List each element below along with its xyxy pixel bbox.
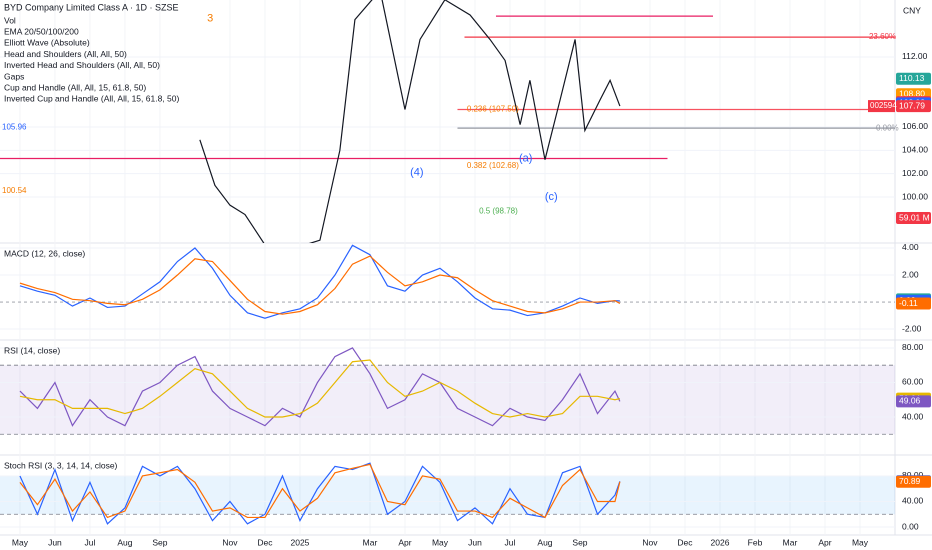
legend-item: EMA 20/50/100/200 <box>4 26 79 36</box>
y-tick-label: 104.00 <box>902 145 928 155</box>
price-tag <box>896 212 931 225</box>
x-tick-label: Aug <box>117 537 132 547</box>
price-tag-label: 108.80 <box>899 89 925 99</box>
price-tag-label: 110.13 <box>899 73 925 83</box>
currency: CNY <box>903 5 921 15</box>
y-tick-label: 112.00 <box>902 51 928 61</box>
y-tick-label: 80.00 <box>902 470 924 480</box>
y-tick-label: 40.00 <box>902 496 924 506</box>
price-tag <box>896 475 931 488</box>
x-tick-label: Nov <box>642 537 658 547</box>
series-line <box>19 347 621 427</box>
y-tick-label: 40.00 <box>902 411 924 421</box>
band-fill <box>0 365 895 435</box>
x-tick-label: Sep <box>572 537 587 547</box>
price-tag-label: 59.01 M <box>899 212 930 222</box>
x-tick-label: Dec <box>257 537 273 547</box>
legend-item: Inverted Cup and Handle (All, All, 15, 6… <box>4 94 179 104</box>
x-tick-label: Apr <box>398 537 411 547</box>
price-tag <box>896 297 931 310</box>
annotation: 0.5 (98.78) <box>479 206 518 215</box>
annotation: 0.236 (107.50) <box>467 105 519 114</box>
x-tick-label: Aug <box>537 537 552 547</box>
annotation: 0.382 (102.68) <box>467 161 519 170</box>
annotation: (c) <box>545 191 558 203</box>
x-tick-label: 2026 <box>711 537 730 547</box>
series-line <box>19 359 621 418</box>
x-tick-label: 2025 <box>291 537 310 547</box>
series-line <box>19 244 620 319</box>
annotation: (a) <box>519 152 532 164</box>
annotation: 105.96 <box>2 123 27 132</box>
legend-item: Vol <box>4 15 16 25</box>
y-tick-label: 4.00 <box>902 242 919 252</box>
price-tag-label: 49.06 <box>899 396 921 406</box>
panel-title: MACD (12, 26, close) <box>4 248 85 258</box>
x-tick-label: Jun <box>48 537 62 547</box>
price-tag-label: 107.79 <box>899 100 925 110</box>
series-line <box>199 0 621 243</box>
band-fill <box>0 475 895 515</box>
y-tick-label: -2.00 <box>902 323 922 333</box>
price-tag <box>896 100 931 113</box>
panel-2 <box>0 347 895 435</box>
annotation: 100.54 <box>2 186 27 195</box>
annotation: 0.00% <box>876 123 899 132</box>
x-tick-label: Apr <box>818 537 831 547</box>
panel-1 <box>0 244 895 330</box>
x-tick-label: Feb <box>748 537 763 547</box>
x-tick-label: Mar <box>783 537 798 547</box>
legend-item: Inverted Head and Shoulders (All, All, 5… <box>4 60 160 70</box>
y-tick-label: 100.00 <box>902 191 928 201</box>
series-line <box>19 462 621 525</box>
panel-3 <box>0 462 895 528</box>
x-tick-label: Nov <box>222 537 238 547</box>
legend-item: Cup and Handle (All, All, 15, 61.8, 50) <box>4 82 146 92</box>
y-tick-label: 0.00 <box>902 521 919 531</box>
price-tag <box>896 72 931 85</box>
legend-item: Elliott Wave (Absolute) <box>4 38 90 48</box>
panel-title: Stoch RSI (3, 3, 14, 14, close) <box>4 460 118 470</box>
price-tag <box>896 395 931 408</box>
price-tag-label: 70.89 <box>899 476 921 486</box>
x-tick-label: Sep <box>152 537 167 547</box>
x-tick-label: Dec <box>677 537 693 547</box>
x-tick-label: May <box>12 537 29 547</box>
chart-title: BYD Company Limited Class A · 1D · SZSE <box>4 2 179 12</box>
series-line <box>19 463 621 519</box>
series-line <box>19 255 621 315</box>
panel-title: RSI (14, close) <box>4 345 60 355</box>
symbol-tag <box>868 100 895 113</box>
annotation: (4) <box>410 166 423 178</box>
y-tick-label: 2.00 <box>902 269 919 279</box>
legend-item: Gaps <box>4 71 24 81</box>
x-tick-label: May <box>852 537 869 547</box>
x-tick-label: Mar <box>363 537 378 547</box>
annotation: 23.60% <box>869 32 896 41</box>
y-tick-label: 102.00 <box>902 168 928 178</box>
x-tick-label: Jul <box>505 537 516 547</box>
price-tag-label: -0.11 <box>899 298 918 308</box>
annotation: 3 <box>207 12 213 24</box>
symbol-tag-label: 002594 <box>870 101 897 110</box>
panel-0 <box>0 0 895 243</box>
x-tick-label: Jul <box>85 537 96 547</box>
legend-item: Head and Shoulders (All, All, 50) <box>4 49 127 59</box>
y-tick-label: 80.00 <box>902 342 924 352</box>
y-tick-label: 60.00 <box>902 377 924 387</box>
x-tick-label: Jun <box>468 537 482 547</box>
y-tick-label: 106.00 <box>902 121 928 131</box>
x-tick-label: May <box>432 537 449 547</box>
